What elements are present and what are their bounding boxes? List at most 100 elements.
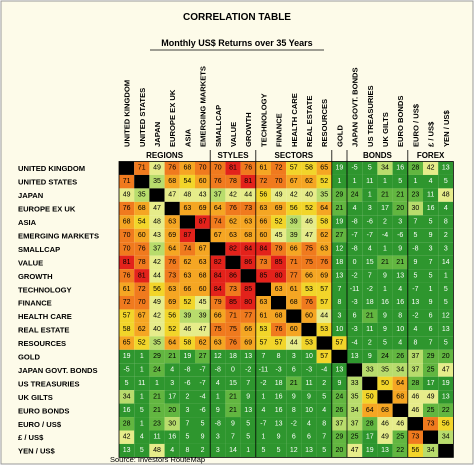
cell — [210, 282, 226, 296]
cell-value: 28 — [412, 380, 420, 387]
cell — [316, 228, 332, 243]
cell — [362, 322, 378, 337]
cell-value: 57 — [260, 340, 268, 347]
cell — [149, 282, 165, 296]
cell — [407, 296, 423, 310]
cell-value: 62 — [305, 178, 313, 185]
cell — [195, 269, 211, 283]
cell — [240, 201, 256, 216]
cell — [195, 282, 211, 296]
cell-value: 12 — [290, 447, 298, 454]
cell-value: 5 — [185, 434, 189, 441]
cell — [271, 363, 287, 377]
cell-value: 5 — [322, 393, 326, 400]
cell-value: 68 — [275, 313, 283, 320]
row-label: £ / US$ — [18, 433, 44, 442]
cell-value: 2 — [185, 393, 189, 400]
cell-value: -3 — [275, 366, 281, 373]
cell-value: 29 — [336, 192, 344, 199]
cell-value: 9 — [246, 393, 250, 400]
cell — [240, 349, 256, 364]
cell — [347, 403, 363, 418]
cell — [316, 403, 332, 418]
cell-value: 25 — [396, 434, 404, 441]
cell — [225, 349, 241, 364]
cell — [286, 255, 302, 270]
column-label: SMALLCAP — [214, 105, 223, 147]
cell — [286, 242, 302, 256]
cell — [255, 430, 271, 444]
cell — [347, 309, 363, 323]
cell-value: 8 — [337, 299, 341, 306]
cell-value: 4 — [170, 447, 174, 454]
cell — [301, 390, 317, 404]
cell-value: 29 — [427, 353, 435, 360]
cell-value: 57 — [290, 165, 298, 172]
cell-value: -7 — [199, 366, 205, 373]
cell — [179, 269, 195, 283]
cell — [377, 322, 393, 337]
cell-value: 2 — [383, 219, 387, 226]
cell — [225, 174, 241, 189]
cell-value: 63 — [199, 259, 207, 266]
cell — [423, 215, 439, 229]
cell — [392, 417, 408, 431]
cell — [407, 174, 423, 189]
cell — [316, 376, 332, 391]
cell — [362, 417, 378, 431]
cell — [377, 430, 393, 444]
cell — [195, 336, 211, 350]
cell-value: 44 — [320, 313, 328, 320]
cell-value: 21 — [381, 259, 389, 266]
cell — [286, 349, 302, 364]
cell-value: 22 — [396, 447, 404, 454]
cell-value: 1 — [413, 178, 417, 185]
cell — [134, 443, 150, 458]
cell — [271, 282, 287, 296]
cell-value: 46 — [412, 407, 420, 414]
cell — [362, 296, 378, 310]
cell-value: 8 — [398, 313, 402, 320]
diagonal-cell — [347, 363, 363, 377]
cell-value: 9 — [231, 420, 235, 427]
cell-value: 25 — [427, 366, 435, 373]
cell — [134, 336, 150, 350]
cell-value: -8 — [351, 219, 357, 226]
cell — [240, 228, 256, 243]
cell-value: 72 — [123, 299, 131, 306]
cell — [438, 228, 454, 243]
cell-value: 1 — [383, 245, 387, 252]
cell — [301, 215, 317, 229]
cell-value: 25 — [427, 407, 435, 414]
cell — [195, 403, 211, 418]
cell-value: 9 — [398, 245, 402, 252]
cell — [301, 269, 317, 283]
cell-value: 28 — [123, 420, 131, 427]
cell — [149, 430, 165, 444]
cell-value: 8 — [185, 447, 189, 454]
cell-value: 61 — [260, 313, 268, 320]
cell-value: 58 — [184, 340, 192, 347]
cell — [134, 269, 150, 283]
cell-value: 44 — [244, 192, 252, 199]
cell — [255, 161, 271, 175]
cell — [362, 390, 378, 404]
cell-value: -4 — [199, 393, 205, 400]
cell — [195, 349, 211, 364]
cell-value: 62 — [199, 340, 207, 347]
cell — [362, 349, 378, 364]
cell — [255, 215, 271, 229]
cell-value: 68 — [396, 393, 404, 400]
cell-value: 62 — [229, 219, 237, 226]
cell — [316, 417, 332, 431]
cell — [210, 363, 226, 377]
cell — [149, 215, 165, 229]
cell-value: 64 — [214, 205, 222, 212]
cell-value: 13 — [442, 326, 450, 333]
cell-value: 34 — [351, 407, 359, 414]
cell — [119, 390, 135, 404]
cell — [438, 322, 454, 337]
cell-value: 82 — [229, 245, 237, 252]
cell — [316, 282, 332, 296]
cell-value: 48 — [442, 192, 450, 199]
